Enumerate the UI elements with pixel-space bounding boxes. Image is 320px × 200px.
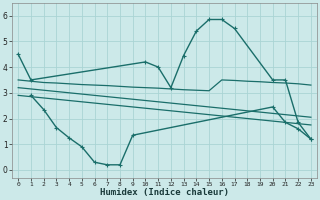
X-axis label: Humidex (Indice chaleur): Humidex (Indice chaleur) bbox=[100, 188, 229, 197]
